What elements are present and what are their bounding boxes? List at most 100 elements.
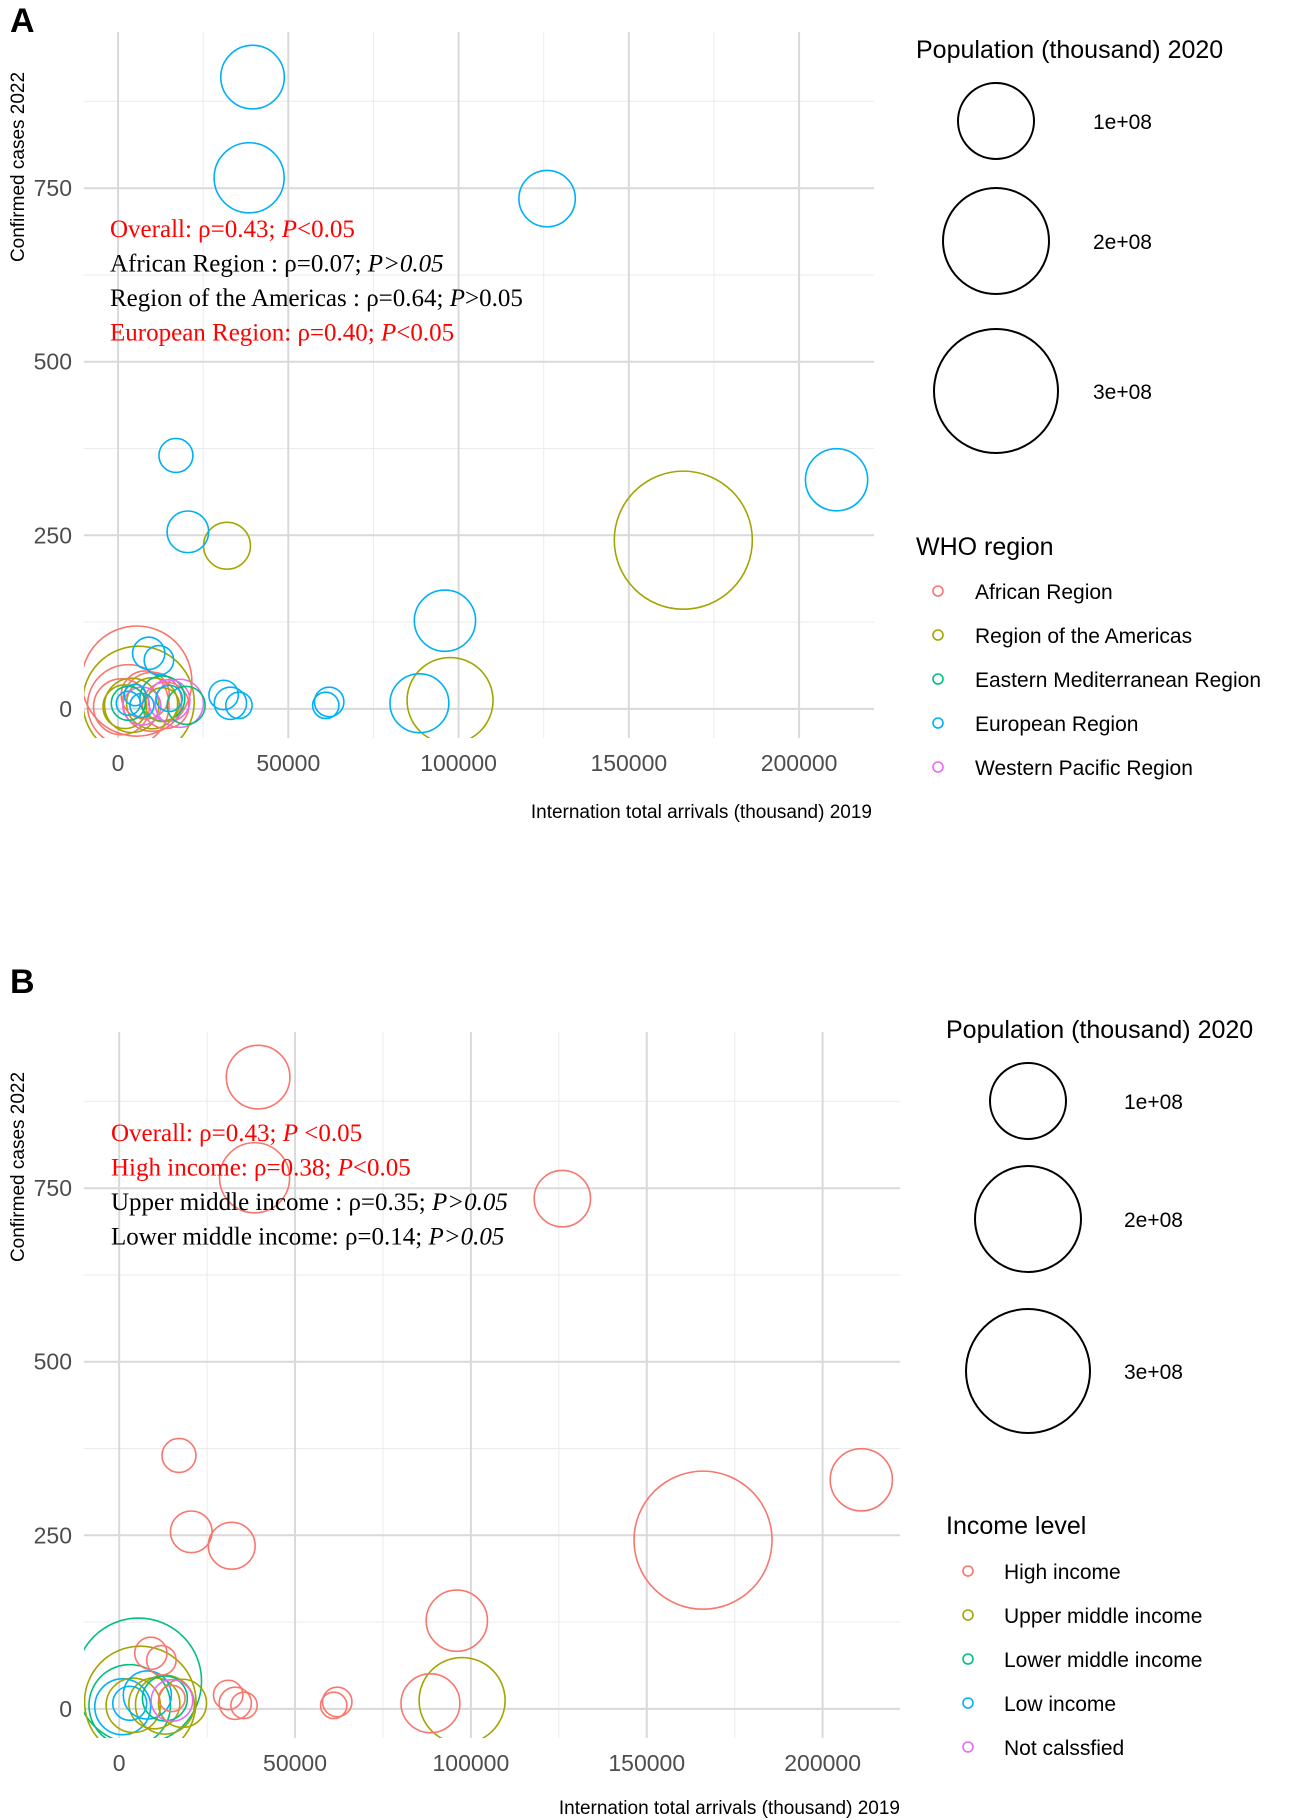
legend-label-african-region: African Region	[975, 581, 1113, 604]
bubble-european-region	[389, 673, 450, 734]
legend-label-upper-middle-income: Upper middle income	[1004, 1605, 1202, 1628]
bubble-european-region	[313, 686, 345, 718]
bubble-not-calssfied	[150, 1678, 194, 1723]
x-tick-label: 150000	[590, 750, 667, 776]
y-tick-label: 250	[34, 1522, 72, 1548]
legend-label-western-pacific-region: Western Pacific Region	[975, 757, 1193, 780]
bubble-high-income	[230, 1691, 258, 1720]
bubble-high-income	[161, 1437, 197, 1474]
bubble-upper-middle-income	[418, 1656, 506, 1738]
bubble-region-of-the-americas	[406, 656, 494, 738]
panel-a-points	[84, 44, 869, 738]
bubble-region-of-the-americas	[84, 645, 195, 738]
correlation-annotation: African Region : ρ=0.07; P>0.05	[110, 251, 444, 278]
bubble-high-income	[829, 1447, 894, 1512]
size-legend-label-1e8: 1e+08	[1124, 1091, 1183, 1114]
size-legend-circle-2e8	[974, 1165, 1082, 1273]
bubble-high-income	[169, 1510, 213, 1554]
bubble-high-income	[212, 1679, 244, 1711]
bubble-european-region	[224, 691, 253, 720]
correlation-annotation: European Region: ρ=0.40; P<0.05	[110, 320, 454, 347]
bubble-african-region	[86, 663, 170, 738]
bubble-high-income	[218, 1141, 291, 1214]
panel-b-size-legend: Population (thousand) 2020 1e+08 2e+08 3…	[946, 1016, 1253, 1434]
panel-a-color-legend: WHO region African Region Region of the …	[916, 533, 1261, 780]
correlation-annotation: Upper middle income : ρ=0.35; P>0.05	[111, 1189, 508, 1216]
legend-key-european-region	[932, 717, 944, 729]
x-tick-label: 100000	[420, 750, 497, 776]
bubble-european-region	[158, 437, 194, 474]
bubble-high-income	[319, 1691, 348, 1720]
correlation-annotation: High income: ρ=0.38; P<0.05	[111, 1155, 411, 1182]
panel-b-size-legend-title: Population (thousand) 2020	[946, 1016, 1253, 1044]
panel-b-color-legend-title: Income level	[946, 1512, 1086, 1540]
legend-key-eastern-mediterranean-region	[932, 673, 944, 685]
bubble-european-region	[208, 679, 240, 711]
panel-a: A Overall: ρ=0.43; P<0.05 African Region …	[8, 2, 1261, 823]
bubble-european-region	[123, 683, 147, 707]
panel-a-x-tick-labels: 0 50000 100000 150000 200000	[112, 750, 838, 776]
legend-key-not-classified	[962, 1741, 974, 1753]
bubble-western-pacific-region	[147, 678, 191, 723]
bubble-upper-middle-income	[84, 1645, 197, 1738]
correlation-annotation: Overall: ρ=0.43; P <0.05	[111, 1120, 362, 1147]
correlation-annotation: Overall: ρ=0.43; P<0.05	[110, 216, 355, 243]
panel-a-y-axis-title: Confirmed cases 2022	[8, 72, 29, 262]
legend-label-high-income: High income	[1004, 1561, 1121, 1584]
bubble-european-region	[219, 44, 286, 110]
panel-b-letter: B	[10, 963, 35, 1001]
size-legend-label-2e8: 2e+08	[1093, 231, 1152, 254]
x-tick-label: 50000	[256, 750, 320, 776]
panel-b-y-tick-labels: 0 250 500 750	[34, 1175, 72, 1722]
size-legend-label-2e8: 2e+08	[1124, 1209, 1183, 1232]
bubble-eastern-mediterranean-region	[166, 685, 206, 726]
bubble-lower-middle-income	[84, 1617, 203, 1738]
panel-a-letter: A	[10, 2, 35, 40]
legend-label-not-classified: Not calssfied	[1004, 1737, 1124, 1760]
bubble-european-region	[311, 691, 340, 720]
legend-label-eastern-mediterranean-region: Eastern Mediterranean Region	[975, 669, 1261, 692]
size-legend-circle-1e8	[957, 82, 1035, 160]
bubble-upper-middle-income	[157, 1678, 208, 1729]
bubble-low-income	[93, 1678, 152, 1736]
y-tick-label: 500	[34, 1349, 72, 1375]
bubble-european-region	[129, 692, 155, 719]
bubble-high-income	[425, 1589, 489, 1653]
legend-key-region-of-the-americas	[932, 629, 944, 641]
size-legend-label-3e8: 3e+08	[1093, 381, 1152, 404]
correlation-annotation: Lower middle income: ρ=0.14; P>0.05	[111, 1224, 504, 1251]
bubble-low-income	[111, 1685, 148, 1722]
size-legend-label-1e8: 1e+08	[1093, 111, 1152, 134]
size-legend-circle-2e8	[942, 187, 1050, 295]
bubble-high-income	[133, 1636, 168, 1671]
legend-label-region-of-the-americas: Region of the Americas	[975, 625, 1192, 648]
bubble-high-income	[633, 1470, 773, 1610]
bubble-european-region	[143, 644, 175, 676]
x-tick-label: 0	[112, 750, 125, 776]
bubble-high-income	[533, 1169, 592, 1228]
size-legend-circle-3e8	[933, 328, 1059, 454]
bubble-region-of-the-americas	[613, 470, 754, 610]
panel-b-points	[84, 1044, 894, 1738]
bubble-european-region	[166, 510, 210, 554]
panel-a-y-tick-labels: 0 250 500 750	[34, 175, 72, 722]
panel-a-grid	[84, 32, 874, 738]
x-tick-label: 100000	[433, 1750, 510, 1776]
panel-a-plot-area: Overall: ρ=0.43; P<0.05 African Region : …	[84, 32, 874, 738]
bubble-high-income	[218, 1686, 253, 1721]
legend-key-high-income	[962, 1565, 974, 1577]
bubble-low-income	[122, 1670, 173, 1720]
bubble-high-income	[321, 1686, 353, 1718]
bubble-european-region	[131, 636, 166, 671]
legend-key-low-income	[962, 1697, 974, 1709]
bubble-region-of-the-americas	[202, 521, 252, 570]
x-tick-label: 50000	[263, 1750, 327, 1776]
y-tick-label: 250	[34, 522, 72, 548]
y-tick-label: 500	[34, 349, 72, 375]
legend-key-african-region	[932, 585, 944, 597]
panel-b-y-axis-title: Confirmed cases 2022	[8, 1072, 29, 1262]
panel-b: B Overall: ρ=0.43; P <0.05 High income: ρ…	[8, 963, 1253, 1819]
size-legend-circle-3e8	[965, 1308, 1091, 1434]
x-tick-label: 0	[113, 1750, 126, 1776]
